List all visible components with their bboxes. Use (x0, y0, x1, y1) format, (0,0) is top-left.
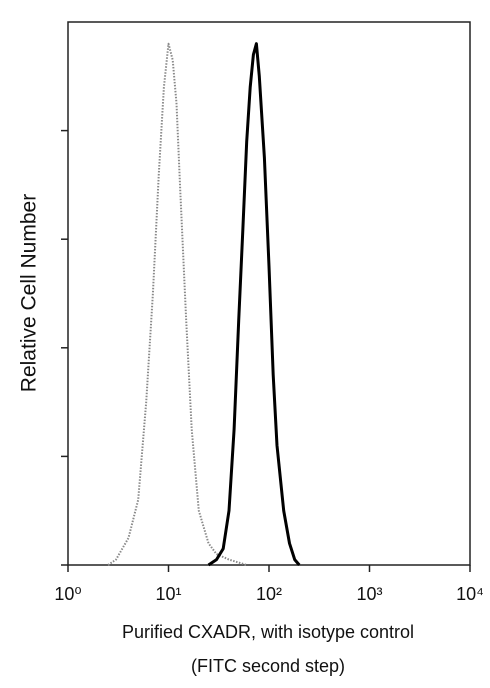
x-tick-label: 10⁴ (456, 584, 484, 604)
y-axis-label: Relative Cell Number (18, 194, 41, 392)
histogram-line (207, 42, 301, 567)
x-tick-label: 10¹ (155, 584, 181, 604)
x-axis-label: Purified CXADR, with isotype control (122, 622, 414, 642)
x-axis-note: (FITC second step) (191, 656, 345, 676)
histogram-line (107, 42, 247, 566)
x-tick-label: 10⁰ (54, 584, 81, 604)
x-tick-label: 10² (256, 584, 282, 604)
x-tick-label: 10³ (356, 584, 382, 604)
